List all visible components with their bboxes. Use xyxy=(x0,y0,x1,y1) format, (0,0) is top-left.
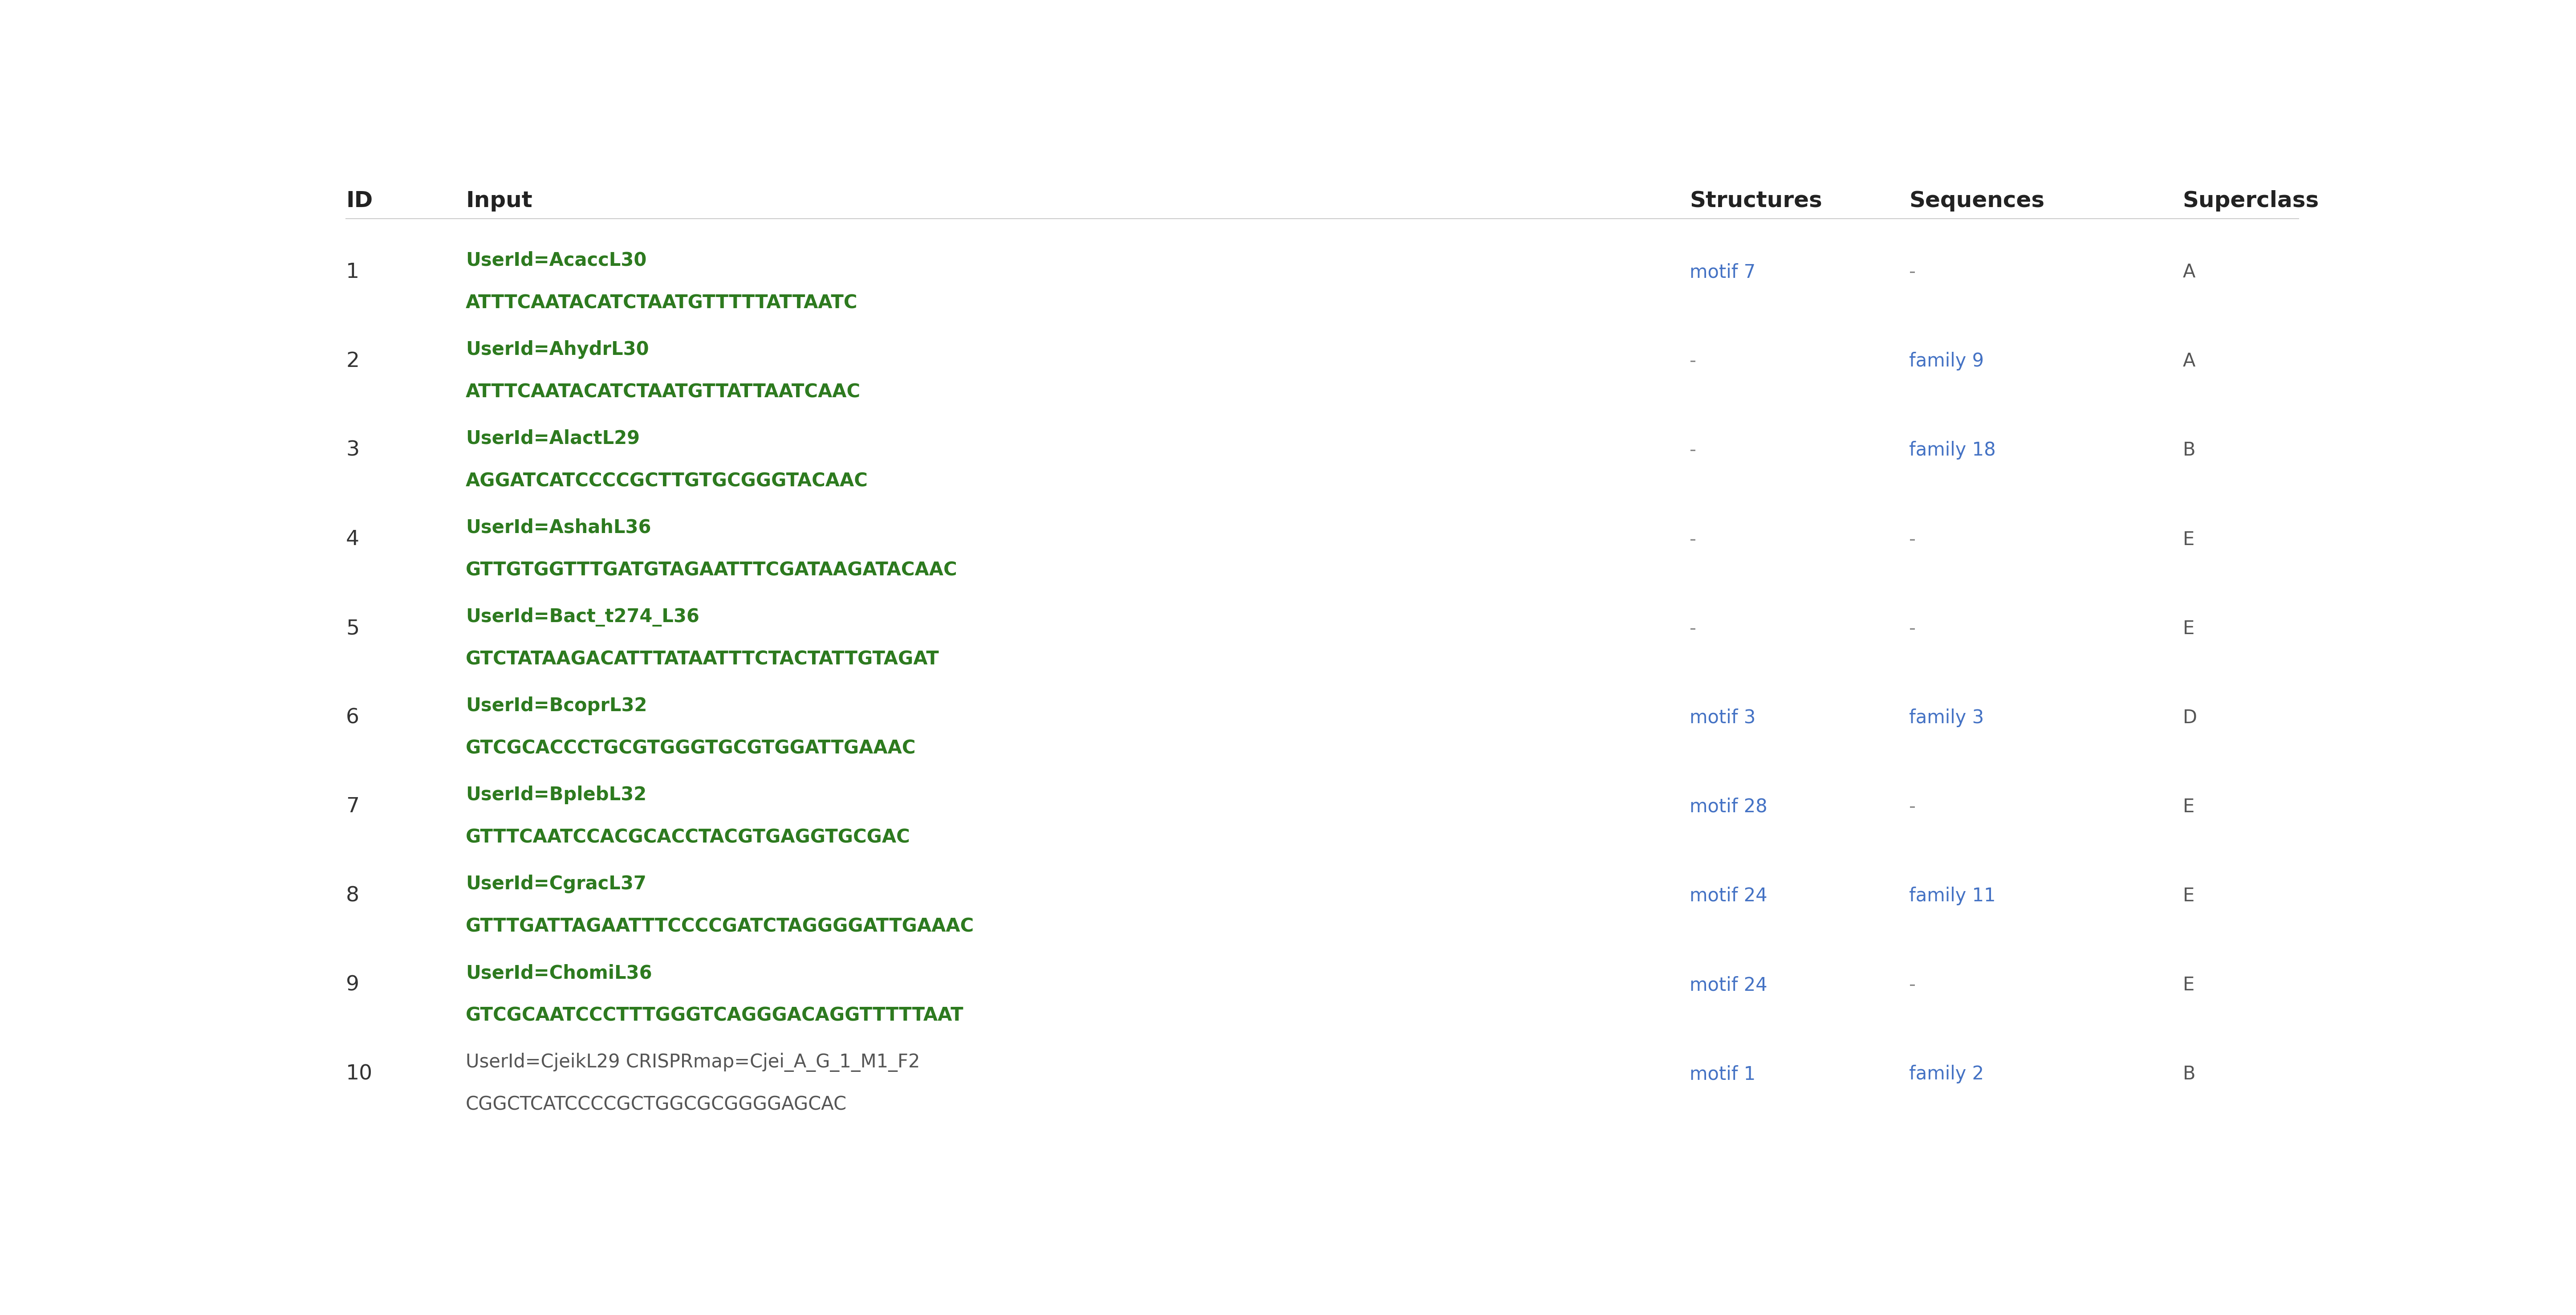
Text: -: - xyxy=(1690,530,1695,548)
Text: 10: 10 xyxy=(345,1064,374,1084)
Text: -: - xyxy=(1909,530,1917,548)
Text: family 2: family 2 xyxy=(1909,1065,1984,1084)
Text: E: E xyxy=(2182,886,2195,905)
Text: 7: 7 xyxy=(345,797,358,817)
Text: -: - xyxy=(1690,619,1695,638)
Text: family 18: family 18 xyxy=(1909,441,1996,460)
Text: motif 1: motif 1 xyxy=(1690,1065,1754,1084)
Text: motif 3: motif 3 xyxy=(1690,709,1757,727)
Text: AGGATCATCCCCGCTTGTGCGGGTACAAC: AGGATCATCCCCGCTTGTGCGGGTACAAC xyxy=(466,472,868,490)
Text: Input: Input xyxy=(466,191,533,212)
Text: 1: 1 xyxy=(345,262,361,283)
Text: UserId=AcaccL30: UserId=AcaccL30 xyxy=(466,251,647,270)
Text: 5: 5 xyxy=(345,618,361,639)
Text: ATTTCAATACATCTAATGTTTTTATTAATC: ATTTCAATACATCTAATGTTTTTATTAATC xyxy=(466,293,858,312)
Text: UserId=CjeikL29 CRISPRmap=Cjei_A_G_1_M1_F2: UserId=CjeikL29 CRISPRmap=Cjei_A_G_1_M1_… xyxy=(466,1053,920,1072)
Text: B: B xyxy=(2182,1065,2195,1084)
Text: UserId=Bact_t274_L36: UserId=Bact_t274_L36 xyxy=(466,608,701,626)
Text: -: - xyxy=(1909,263,1917,281)
Text: GTCTATAAGACATTTATAATTTCTACTATTGTAGAT: GTCTATAAGACATTTATAATTTCTACTATTGTAGAT xyxy=(466,650,940,668)
Text: E: E xyxy=(2182,530,2195,548)
Text: motif 24: motif 24 xyxy=(1690,886,1767,905)
Text: 3: 3 xyxy=(345,441,361,460)
Text: 8: 8 xyxy=(345,886,361,906)
Text: family 9: family 9 xyxy=(1909,352,1984,371)
Text: UserId=BcoprL32: UserId=BcoprL32 xyxy=(466,697,647,715)
Text: 6: 6 xyxy=(345,707,358,727)
Text: D: D xyxy=(2182,709,2197,727)
Text: motif 7: motif 7 xyxy=(1690,263,1754,281)
Text: UserId=AhydrL30: UserId=AhydrL30 xyxy=(466,341,649,359)
Text: GTTGTGGTTTGATGTAGAATTTCGATAAGATACAAC: GTTGTGGTTTGATGTAGAATTTCGATAAGATACAAC xyxy=(466,560,958,580)
Text: -: - xyxy=(1690,441,1695,460)
Text: GTCGCAATCCCTTTGGGTCAGGGACAGGTTTTTAAT: GTCGCAATCCCTTTGGGTCAGGGACAGGTTTTTAAT xyxy=(466,1006,963,1024)
Text: A: A xyxy=(2182,263,2195,281)
Text: 2: 2 xyxy=(345,351,361,371)
Text: A: A xyxy=(2182,352,2195,371)
Text: CGGCTCATCCCCGCTGGCGCGGGGAGCAC: CGGCTCATCCCCGCTGGCGCGGGGAGCAC xyxy=(466,1095,848,1114)
Text: GTCGCACCCTGCGTGGGTGCGTGGATTGAAAC: GTCGCACCCTGCGTGGGTGCGTGGATTGAAAC xyxy=(466,739,917,757)
Text: -: - xyxy=(1690,352,1695,371)
Text: Superclass: Superclass xyxy=(2182,191,2318,212)
Text: family 11: family 11 xyxy=(1909,886,1996,905)
Text: -: - xyxy=(1909,976,1917,994)
Text: Structures: Structures xyxy=(1690,191,1821,212)
Text: Sequences: Sequences xyxy=(1909,191,2045,212)
Text: E: E xyxy=(2182,976,2195,994)
Text: motif 28: motif 28 xyxy=(1690,797,1767,817)
Text: UserId=ChomiL36: UserId=ChomiL36 xyxy=(466,964,652,982)
Text: -: - xyxy=(1909,797,1917,817)
Text: -: - xyxy=(1909,619,1917,638)
Text: motif 24: motif 24 xyxy=(1690,976,1767,994)
Text: 4: 4 xyxy=(345,530,361,550)
Text: GTTTCAATCCACGCACCTACGTGAGGTGCGAC: GTTTCAATCCACGCACCTACGTGAGGTGCGAC xyxy=(466,828,909,847)
Text: 9: 9 xyxy=(345,974,361,995)
Text: family 3: family 3 xyxy=(1909,709,1984,727)
Text: UserId=CgracL37: UserId=CgracL37 xyxy=(466,874,647,893)
Text: GTTTGATTAGAATTTCCCCGATCTAGGGGATTGAAAC: GTTTGATTAGAATTTCCCCGATCTAGGGGATTGAAAC xyxy=(466,918,974,936)
Text: E: E xyxy=(2182,619,2195,638)
Text: B: B xyxy=(2182,441,2195,460)
Text: UserId=BplebL32: UserId=BplebL32 xyxy=(466,785,647,805)
Text: ID: ID xyxy=(345,191,374,212)
Text: UserId=AshahL36: UserId=AshahL36 xyxy=(466,518,652,537)
Text: ATTTCAATACATCTAATGTTATTAATCAAC: ATTTCAATACATCTAATGTTATTAATCAAC xyxy=(466,383,860,401)
Text: UserId=AlactL29: UserId=AlactL29 xyxy=(466,429,639,448)
Text: E: E xyxy=(2182,797,2195,817)
